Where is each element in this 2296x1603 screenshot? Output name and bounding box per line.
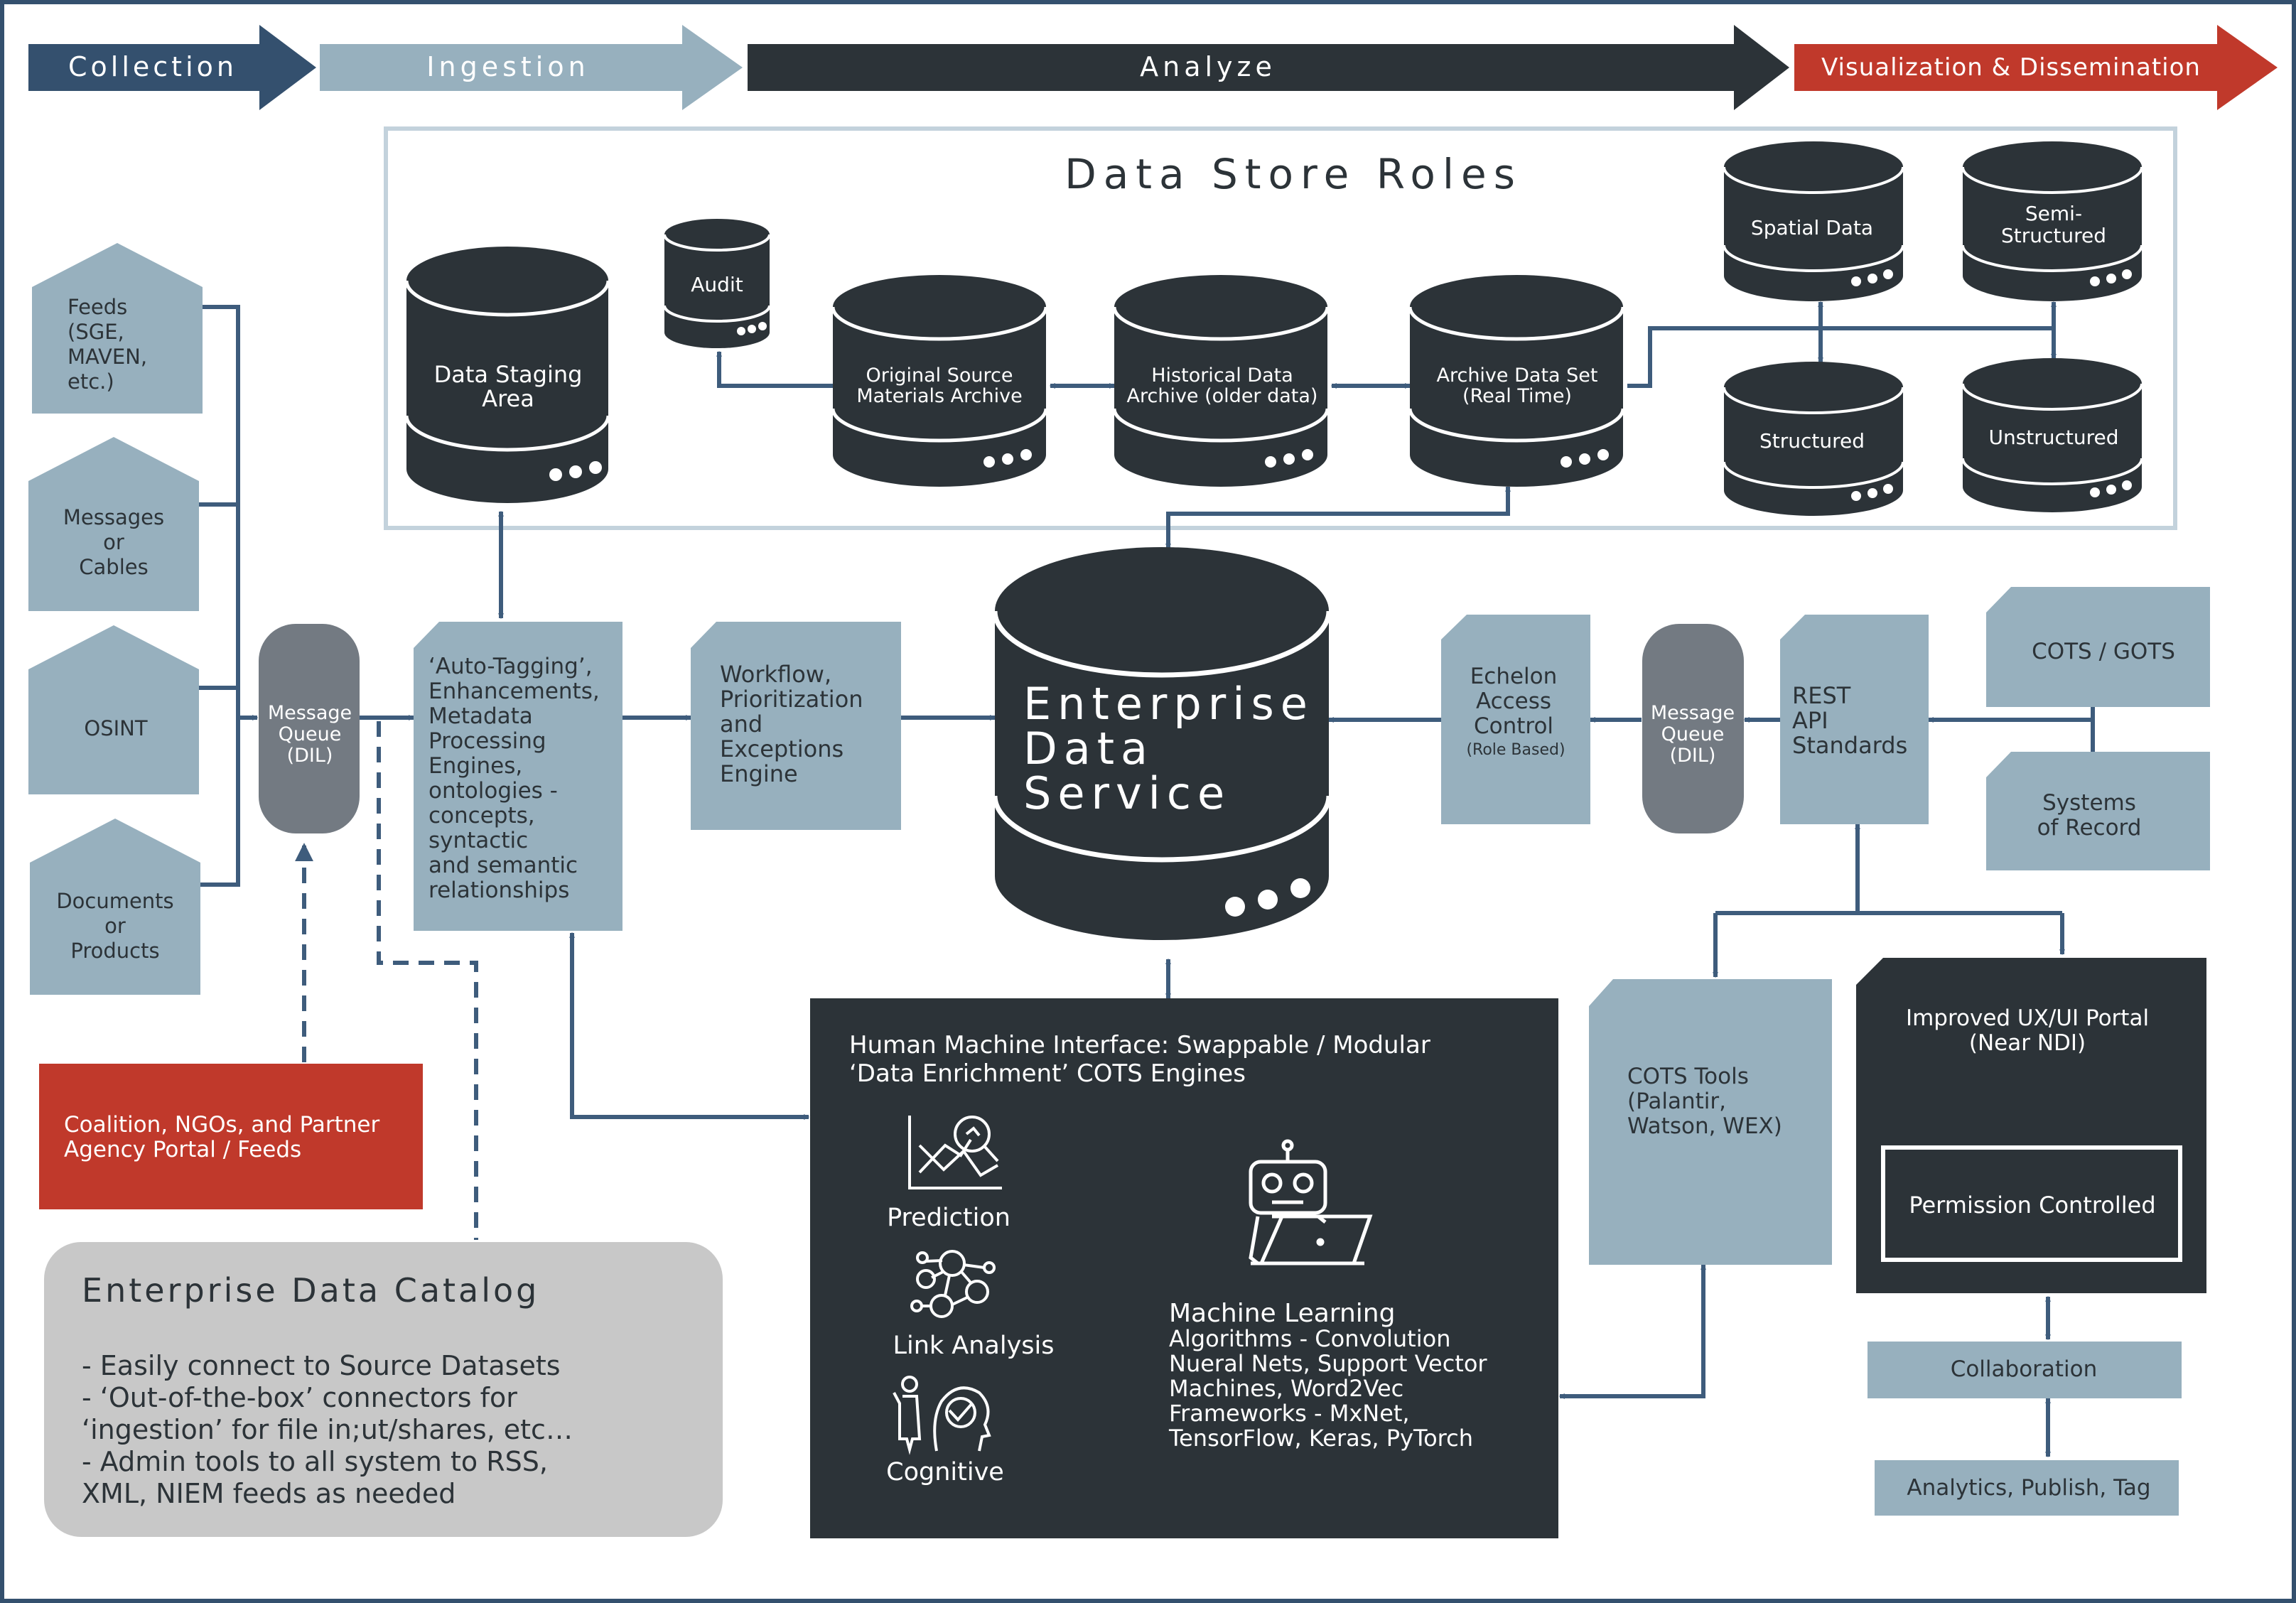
workflow-box: Workflow, Prioritization and Exceptions …	[691, 622, 901, 830]
unstructured-cylinder: Unstructured	[1963, 358, 2142, 512]
cognitive-label: Cognitive	[886, 1458, 1004, 1486]
enterprise-data-service: Enterprise Data Service	[995, 547, 1329, 940]
cots-gots-label: COTS / GOTS	[2032, 639, 2175, 664]
phase-banner: Collection Ingestion Analyze Visualizati…	[28, 25, 2278, 110]
analytics-label: Analytics, Publish, Tag	[1907, 1475, 2150, 1501]
unstructured-label: Unstructured	[1988, 426, 2118, 449]
echelon-role-label: (Role Based)	[1466, 741, 1565, 759]
rest-api-box: REST API Standards	[1780, 615, 1929, 824]
message-queue-left: Message Queue (DIL)	[259, 624, 360, 833]
original-source-cylinder: Original Source Materials Archive	[833, 275, 1046, 487]
structured-label: Structured	[1759, 429, 1865, 453]
structured-cylinder: Structured	[1724, 362, 1903, 516]
original-source-label: Original Source Materials Archive	[856, 365, 1022, 407]
data-staging-cylinder: Data Staging Area	[406, 247, 608, 503]
historical-data-label: Historical Data Archive (older data)	[1127, 365, 1318, 407]
cots-tools-box: COTS Tools (Palantir, Watson, WEX)	[1589, 979, 1832, 1265]
echelon-access-label: Echelon Access Control	[1470, 664, 1558, 739]
historical-data-cylinder: Historical Data Archive (older data)	[1114, 275, 1327, 487]
coalition-box: Coalition, NGOs, and Partner Agency Porta…	[39, 1064, 423, 1209]
auto-tagging-box: ‘Auto-Tagging’, Enhancements, Metadata P…	[414, 622, 622, 931]
portal-box: Improved UX/UI Portal (Near NDI) Permissi…	[1856, 958, 2206, 1293]
echelon-access-box: Echelon Access Control (Role Based)	[1441, 615, 1590, 824]
archive-data-cylinder: Archive Data Set (Real Time)	[1410, 275, 1623, 487]
phase-ingestion-label: Ingestion	[426, 51, 589, 82]
source-documents: Documents or Products	[30, 819, 200, 995]
systems-of-record-label: Systems of Record	[2037, 790, 2142, 841]
cots-gots-box: COTS / GOTS	[1986, 587, 2210, 707]
link-analysis-label: Link Analysis	[893, 1332, 1054, 1360]
audit-cylinder: Audit	[664, 219, 770, 348]
source-osint: OSINT	[28, 625, 199, 794]
data-store-roles-title: Data Store Roles	[1065, 150, 1522, 198]
source-feeds: Feeds (SGE, MAVEN, etc.)	[32, 243, 203, 414]
permission-controlled-label: Permission Controlled	[1909, 1192, 2155, 1219]
spatial-data-label: Spatial Data	[1751, 216, 1873, 239]
enterprise-data-catalog: Enterprise Data Catalog - Easily connect…	[44, 1242, 723, 1537]
prediction-label: Prediction	[887, 1204, 1010, 1232]
message-queue-right: Message Queue (DIL)	[1642, 624, 1744, 833]
semi-structured-cylinder: Semi-Structured	[1963, 141, 2142, 301]
data-catalog-title: Enterprise Data Catalog	[82, 1271, 539, 1310]
phase-collection-label: Collection	[68, 51, 237, 82]
systems-of-record-box: Systems of Record	[1986, 752, 2210, 870]
phase-analyze-label: Analyze	[1140, 51, 1276, 82]
audit-label: Audit	[691, 273, 743, 296]
ml-title: Machine Learning	[1169, 1299, 1395, 1328]
analytics-box: Analytics, Publish, Tag	[1875, 1460, 2179, 1516]
collaboration-label: Collaboration	[1951, 1356, 2098, 1382]
phase-visualization-label: Visualization & Dissemination	[1821, 53, 2201, 82]
source-messages: Messages or Cables	[28, 437, 199, 611]
collaboration-box: Collaboration	[1867, 1342, 2182, 1398]
hmi-box: Human Machine Interface: Swappable / Mod…	[810, 998, 1558, 1538]
spatial-data-cylinder: Spatial Data	[1724, 141, 1903, 301]
source-osint-label: OSINT	[84, 716, 147, 740]
